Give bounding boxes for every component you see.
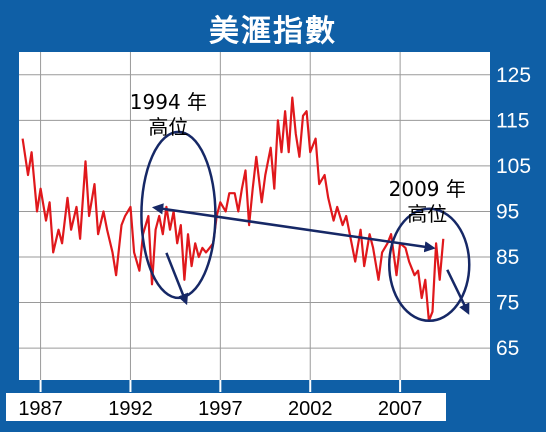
y-axis: 125 115 105 95 85 75 65: [496, 64, 531, 360]
x-tick-label: 1997: [198, 398, 243, 420]
annotation-year-label: 1994 年: [130, 90, 207, 114]
y-tick-label: 95: [496, 200, 519, 223]
x-tick-label: 1992: [108, 398, 153, 420]
connecting-arrow: [151, 203, 436, 253]
decline-arrow-1994: [165, 252, 189, 306]
y-tick-label: 105: [496, 155, 531, 178]
annotation-peak-label: 高位: [148, 115, 188, 139]
annotation-year-label: 2009 年: [389, 177, 466, 201]
y-tick-label: 85: [496, 246, 519, 269]
x-tick-label: 2002: [288, 398, 333, 420]
y-tick-label: 75: [496, 292, 519, 315]
x-axis-band: [6, 393, 446, 421]
y-tick-label: 65: [496, 337, 519, 360]
annotation-peak-label: 高位: [407, 202, 447, 226]
x-axis: 1987 1992 1997 2002 2007: [18, 380, 422, 420]
x-tick-label: 1987: [18, 398, 63, 420]
chart-title: 美滙指數: [209, 14, 337, 49]
y-tick-label: 115: [496, 109, 529, 132]
x-tick-label: 2007: [378, 398, 423, 420]
y-tick-label: 125: [496, 64, 531, 87]
decline-arrow-2009: [446, 269, 470, 315]
